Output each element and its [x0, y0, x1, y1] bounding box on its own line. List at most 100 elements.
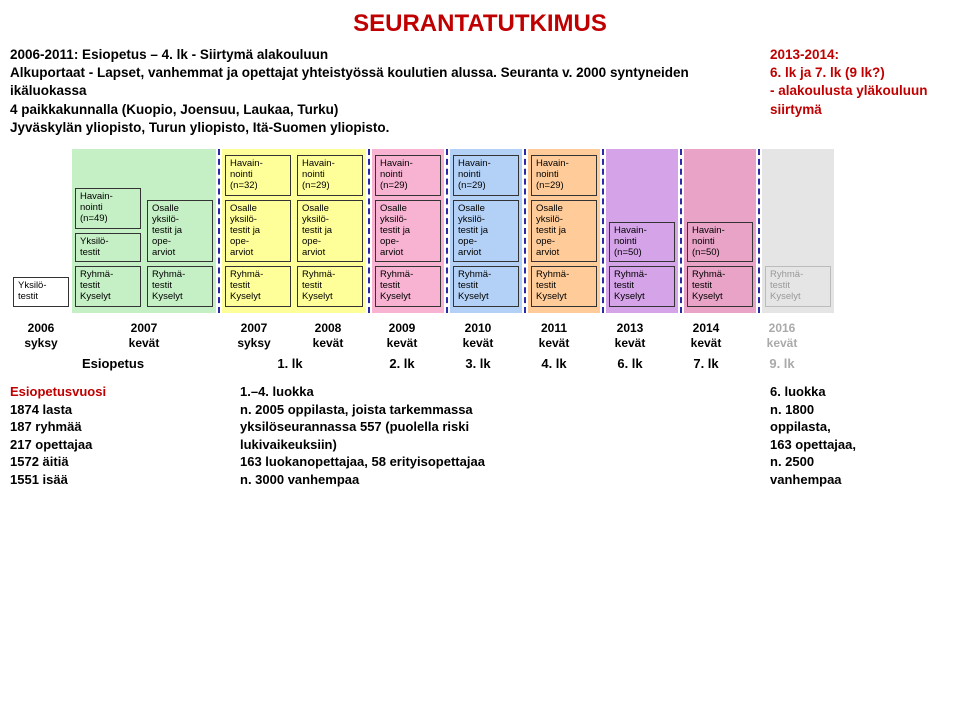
box-line: testit [770, 280, 790, 291]
panel-separator [680, 149, 682, 313]
timeline-cell: 2007syksy [216, 319, 292, 352]
info-box: Ryhmä-testitKyselyt [765, 266, 831, 307]
box-line: Kyselyt [302, 291, 333, 302]
timeline-cell: 2013kevät [592, 319, 668, 352]
info-box: Ryhmä-testitKyselyt [297, 266, 363, 307]
box-line: Havain- [380, 158, 413, 169]
box-line: ope- [302, 236, 321, 247]
box-line: Havain- [302, 158, 335, 169]
box-line: nointi [230, 169, 253, 180]
info-box: Osalleyksilö-testit jaope-arviot [453, 200, 519, 263]
box-line: (n=29) [380, 180, 408, 191]
box-line: nointi [692, 236, 715, 247]
timeline-line: 2006 [13, 321, 69, 335]
timeline-line: kevät [443, 336, 513, 350]
box-line: nointi [302, 169, 325, 180]
timeline-cell: 2006syksy [10, 319, 72, 352]
info-box: Havain-nointi(n=49) [75, 188, 141, 229]
box-line: Kyselyt [152, 291, 183, 302]
box-line: nointi [614, 236, 637, 247]
box-line: testit [380, 280, 400, 291]
box-line: arviot [380, 247, 403, 258]
timeline-line: 2008 [295, 321, 361, 335]
info-box: Havain-nointi(n=50) [687, 222, 753, 263]
box-line: Ryhmä- [614, 269, 647, 280]
box-line: arviot [536, 247, 559, 258]
grade-cell: 3. lk [440, 354, 516, 373]
box-line: Havain- [692, 225, 725, 236]
timeline-line: kevät [519, 336, 589, 350]
info-box: Yksilö-testit [13, 277, 69, 307]
timeline-line: kevät [595, 336, 665, 350]
panel: Havain-nointi(n=29)Osalleyksilö-testit j… [294, 149, 366, 313]
panel-separator [446, 149, 448, 313]
box-line: Osalle [230, 203, 257, 214]
box-line: testit [18, 291, 38, 302]
footer-heading: 6. luokka [770, 383, 950, 401]
timeline-line: 2009 [367, 321, 437, 335]
timeline-line: 2010 [443, 321, 513, 335]
grade-cell: Esiopetus [10, 354, 216, 373]
info-box: Ryhmä-testitKyselyt [453, 266, 519, 307]
footer-line: 1572 äitiä [10, 453, 210, 471]
box-line: nointi [80, 202, 103, 213]
box-line: yksilö- [152, 214, 179, 225]
box-line: (n=29) [302, 180, 330, 191]
info-box: Ryhmä-testitKyselyt [609, 266, 675, 307]
box-line: arviot [458, 247, 481, 258]
timeline-cell: 2008kevät [292, 319, 364, 352]
footer-line: 187 ryhmää [10, 418, 210, 436]
box-line: (n=32) [230, 180, 258, 191]
info-box: Havain-nointi(n=29) [375, 155, 441, 196]
info-box: Osalleyksilö-testit jaope-arviot [531, 200, 597, 263]
box-line: Havain- [80, 191, 113, 202]
info-box: Ryhmä-testitKyselyt [225, 266, 291, 307]
box-line: (n=50) [614, 247, 642, 258]
box-line: Yksilö- [18, 280, 47, 291]
footer-heading: 1.–4. luokka [240, 383, 740, 401]
footer-col-2: 1.–4. luokkan. 2005 oppilasta, joista ta… [240, 383, 740, 488]
footer-line: vanhempaa [770, 471, 950, 489]
footer-line: yksilöseurannassa 557 (puolella riski [240, 418, 740, 436]
info-box: Osalleyksilö-testit jaope-arviot [375, 200, 441, 263]
timeline-line: 2013 [595, 321, 665, 335]
box-line: Osalle [302, 203, 329, 214]
grade-cell: 7. lk [668, 354, 744, 373]
box-line: (n=29) [536, 180, 564, 191]
footer-line: n. 1800 [770, 401, 950, 419]
box-line: Kyselyt [536, 291, 567, 302]
box-line: Kyselyt [770, 291, 801, 302]
box-line: Ryhmä- [458, 269, 491, 280]
box-line: ope- [458, 236, 477, 247]
footer-col-3: 6. luokkan. 1800oppilasta,163 opettajaa,… [770, 383, 950, 488]
box-line: testit ja [536, 225, 566, 236]
info-box: Havain-nointi(n=29) [297, 155, 363, 196]
box-line: yksilö- [302, 214, 329, 225]
box-line: Havain- [230, 158, 263, 169]
timeline-line: 2011 [519, 321, 589, 335]
box-line: testit [230, 280, 250, 291]
panel: Havain-nointi(n=29)Osalleyksilö-testit j… [372, 149, 444, 313]
timeline-line: syksy [13, 336, 69, 350]
box-line: arviot [152, 247, 175, 258]
timeline-cell: 2007kevät [72, 319, 216, 352]
intro-row: 2006-2011: Esiopetus – 4. lk - Siirtymä … [10, 46, 950, 137]
grade-row: Esiopetus1. lk2. lk3. lk4. lk6. lk7. lk9… [10, 354, 950, 373]
box-line: Kyselyt [458, 291, 489, 302]
grade-cell: 2. lk [364, 354, 440, 373]
panel-separator [524, 149, 526, 313]
box-line: testit [80, 247, 100, 258]
box-line: Ryhmä- [302, 269, 335, 280]
box-line: arviot [230, 247, 253, 258]
grade-cell: 6. lk [592, 354, 668, 373]
timeline-line: kevät [367, 336, 437, 350]
box-line: Kyselyt [380, 291, 411, 302]
panel-separator [758, 149, 760, 313]
box-line: testit [302, 280, 322, 291]
timeline-line: 2014 [671, 321, 741, 335]
info-box: Havain-nointi(n=29) [531, 155, 597, 196]
panels-row: Yksilö-testit Havain-nointi(n=49) Yksilö-t… [10, 149, 950, 313]
grade-cell: 4. lk [516, 354, 592, 373]
box-line: testit [692, 280, 712, 291]
box-line: yksilö- [536, 214, 563, 225]
